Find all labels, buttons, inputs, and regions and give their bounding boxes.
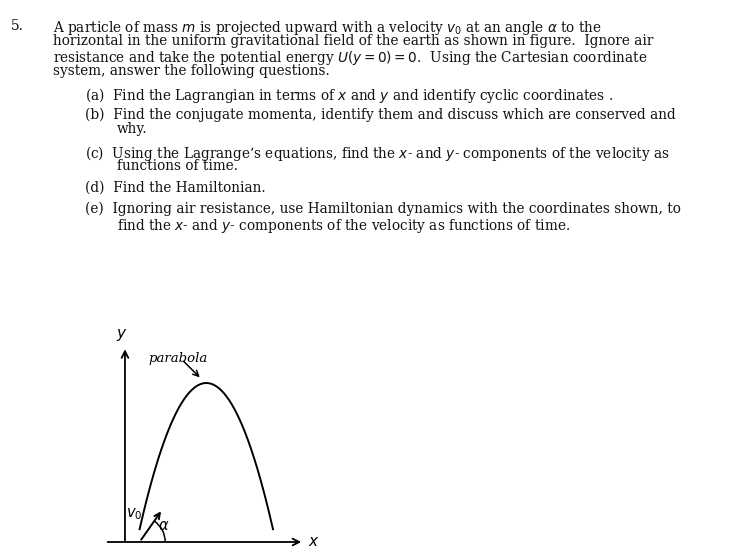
Text: $x$: $x$ [308,535,319,549]
Text: (b)  Find the conjugate momenta, identify them and discuss which are conserved a: (b) Find the conjugate momenta, identify… [85,107,676,122]
Text: find the $x$- and $y$- components of the velocity as functions of time.: find the $x$- and $y$- components of the… [117,217,570,235]
Text: functions of time.: functions of time. [117,159,238,173]
Text: resistance and take the potential energy $U(y = 0) = 0$.  Using the Cartesian co: resistance and take the potential energy… [53,49,648,67]
Text: $v_0$: $v_0$ [126,506,142,522]
Text: 5.: 5. [11,19,24,33]
Text: (c)  Using the Lagrange’s equations, find the $x$- and $y$- components of the ve: (c) Using the Lagrange’s equations, find… [85,144,670,163]
Text: why.: why. [117,122,147,136]
Text: (a)  Find the Lagrangian in terms of $x$ and $y$ and identify cyclic coordinates: (a) Find the Lagrangian in terms of $x$ … [85,86,613,105]
Text: (e)  Ignoring air resistance, use Hamiltonian dynamics with the coordinates show: (e) Ignoring air resistance, use Hamilto… [85,202,681,216]
Text: $y$: $y$ [115,327,127,343]
Text: horizontal in the uniform gravitational field of the earth as shown in figure.  : horizontal in the uniform gravitational … [53,34,653,48]
Text: system, answer the following questions.: system, answer the following questions. [53,64,330,78]
Text: (d)  Find the Hamiltonian.: (d) Find the Hamiltonian. [85,180,266,194]
Text: $\alpha$: $\alpha$ [158,519,169,533]
Text: parabola: parabola [148,352,208,365]
Text: A particle of mass $m$ is projected upward with a velocity $v_0$ at an angle $\a: A particle of mass $m$ is projected upwa… [53,19,602,38]
